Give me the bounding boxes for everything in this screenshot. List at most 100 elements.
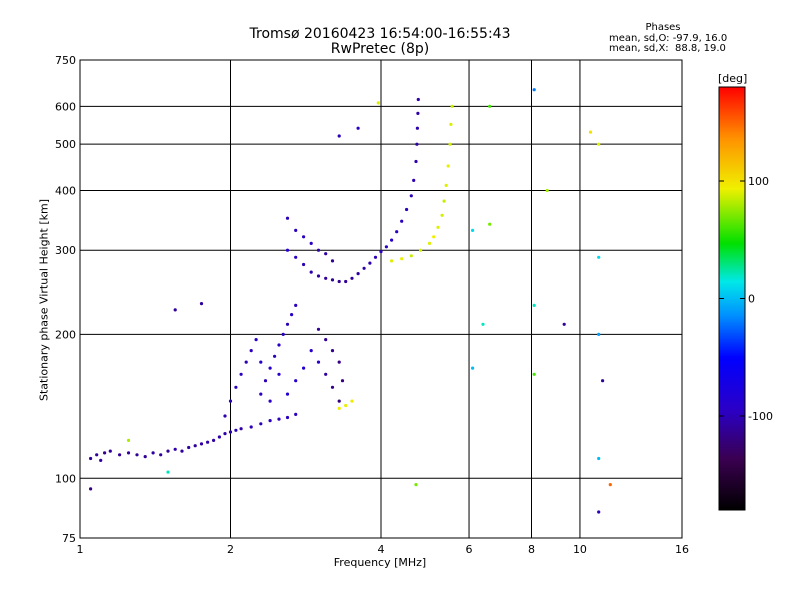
data-point — [330, 349, 335, 353]
data-point — [249, 349, 253, 353]
y-tick-label: 600 — [55, 100, 76, 113]
x-tick-label: 1 — [77, 543, 84, 556]
data-point — [249, 425, 253, 429]
data-point — [309, 270, 313, 274]
x-tick-label: 8 — [528, 543, 535, 556]
data-point — [263, 379, 268, 383]
data-point — [309, 349, 313, 353]
data-point — [159, 453, 163, 457]
data-point — [290, 313, 294, 317]
data-points — [89, 88, 612, 514]
data-point — [199, 442, 204, 446]
data-point — [419, 248, 423, 252]
data-point — [285, 216, 290, 220]
data-point — [379, 250, 383, 254]
data-point — [285, 392, 290, 396]
data-point — [302, 235, 306, 239]
data-point — [344, 403, 348, 408]
data-point — [273, 354, 277, 358]
data-point — [446, 164, 450, 168]
stats-line-x: mean, sd,X: 88.8, 19.0 — [609, 43, 726, 54]
data-point — [340, 379, 345, 383]
data-point — [294, 228, 298, 232]
data-point — [350, 399, 354, 403]
data-point — [337, 399, 341, 403]
data-point — [212, 438, 216, 442]
stats-heading: Phases — [645, 22, 681, 33]
data-point — [415, 142, 419, 146]
data-point — [254, 338, 258, 342]
data-point — [442, 199, 446, 203]
data-point — [449, 122, 453, 126]
data-point — [597, 142, 601, 146]
x-tick-label: 4 — [378, 543, 385, 556]
data-point — [99, 458, 103, 462]
data-point — [294, 412, 298, 416]
data-point — [89, 487, 93, 491]
data-point — [400, 257, 404, 261]
axis-ticks: 1 2 4 6 8 10 16 75 100 200 300 400 500 600 750 — [55, 54, 689, 556]
chart-subtitle: RwPretec (8p) — [330, 41, 430, 57]
data-point — [532, 88, 536, 92]
data-point — [228, 430, 233, 434]
data-point — [309, 241, 313, 245]
data-point — [268, 366, 272, 370]
colorbar-tick-label: -100 — [748, 410, 773, 423]
data-point — [143, 455, 147, 459]
data-point — [390, 259, 394, 263]
data-point — [281, 332, 285, 336]
data-point — [414, 483, 418, 487]
data-point — [414, 159, 418, 164]
data-point — [390, 238, 394, 242]
data-point — [356, 126, 360, 130]
data-point — [316, 248, 321, 252]
data-point — [412, 178, 416, 182]
data-point — [285, 248, 290, 252]
data-point — [234, 428, 238, 432]
stats-line-o: mean, sd,O: -97.9, 16.0 — [609, 33, 728, 44]
data-point — [608, 483, 612, 487]
data-point — [436, 225, 440, 229]
data-point — [95, 453, 99, 457]
data-point — [330, 385, 335, 389]
y-tick-label: 400 — [55, 184, 76, 197]
plot-frame — [79, 59, 683, 539]
data-point — [562, 322, 566, 326]
data-point — [532, 372, 536, 376]
data-point — [415, 126, 419, 130]
y-tick-label: 200 — [55, 328, 76, 341]
x-tick-label: 2 — [227, 543, 234, 556]
data-point — [330, 259, 335, 263]
data-point — [597, 332, 601, 336]
data-point — [324, 276, 328, 280]
y-tick-label: 500 — [55, 138, 76, 151]
y-tick-label: 75 — [62, 532, 76, 545]
data-point — [268, 419, 272, 423]
data-point — [234, 385, 238, 389]
data-point — [206, 440, 210, 444]
data-point — [601, 379, 605, 383]
x-axis-label: Frequency [MHz] — [333, 556, 427, 569]
data-point — [302, 262, 306, 267]
y-tick-label: 300 — [55, 244, 76, 257]
chart-title: Tromsø 20160423 16:54:00-16:55:43 — [249, 26, 511, 42]
data-point — [302, 366, 306, 370]
data-point — [277, 417, 281, 421]
x-tick-label: 6 — [466, 543, 473, 556]
data-point — [239, 372, 243, 376]
data-point — [384, 245, 388, 249]
data-point — [597, 510, 601, 514]
data-point — [337, 360, 341, 364]
data-point — [432, 235, 436, 239]
data-point — [316, 360, 321, 364]
data-point — [405, 207, 409, 212]
data-point — [337, 279, 341, 284]
data-point — [450, 104, 454, 108]
data-point — [316, 274, 321, 278]
data-point — [173, 308, 177, 312]
data-point — [193, 444, 197, 448]
data-point — [151, 451, 155, 455]
data-point — [471, 228, 475, 232]
data-point — [356, 272, 360, 276]
